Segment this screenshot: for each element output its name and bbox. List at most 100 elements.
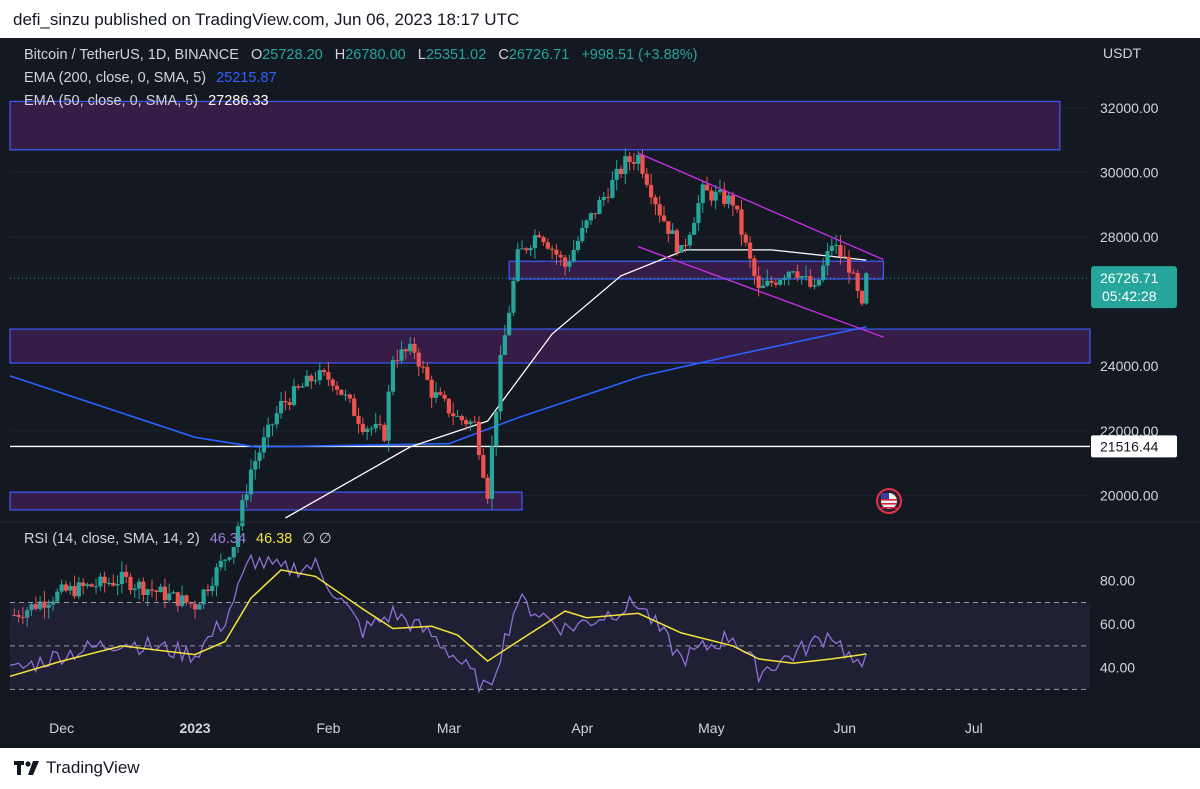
candle-body bbox=[420, 366, 426, 368]
candle-body bbox=[618, 168, 624, 174]
candle-body bbox=[72, 586, 77, 597]
candle-body bbox=[89, 584, 94, 587]
candle-body bbox=[347, 394, 353, 399]
candle-body bbox=[864, 273, 869, 304]
rsi-ma-line bbox=[9, 569, 867, 678]
chart-canvas[interactable]: USDT 32000.00 30000.00 28000.00 24000.00 2200… bbox=[0, 38, 1200, 748]
price-tick-label: 20000.00 bbox=[1100, 487, 1159, 503]
candle-body bbox=[218, 560, 223, 568]
candle-body bbox=[283, 400, 288, 403]
candle-body bbox=[468, 421, 473, 425]
candle-body bbox=[696, 203, 701, 223]
candle-body bbox=[713, 191, 718, 201]
candle-body bbox=[601, 196, 606, 201]
candle-body bbox=[326, 372, 331, 380]
candle-body bbox=[20, 616, 26, 618]
candle-body bbox=[373, 423, 378, 429]
candle-body bbox=[614, 168, 619, 180]
candles bbox=[12, 148, 869, 627]
symbol-legend: Bitcoin / TetherUS, 1D, BINANCE O25728.2… bbox=[24, 47, 697, 63]
time-tick-label: Jul bbox=[965, 720, 983, 736]
candle-body bbox=[119, 571, 124, 584]
top-bar: defi_sinzu published on TradingView.com,… bbox=[0, 0, 1200, 38]
candle-body bbox=[554, 249, 559, 255]
publish-info: defi_sinzu published on TradingView.com,… bbox=[13, 10, 520, 29]
candle-body bbox=[343, 394, 348, 396]
candle-body bbox=[42, 601, 47, 608]
candle-body bbox=[588, 213, 593, 221]
price-tick-label: 22000.00 bbox=[1100, 423, 1159, 439]
rsi-tick-label: 40.00 bbox=[1100, 660, 1135, 676]
level-badge bbox=[1091, 435, 1177, 458]
candle-body bbox=[666, 221, 671, 234]
candle-body bbox=[141, 581, 146, 595]
candle-body bbox=[377, 423, 383, 425]
low-label: L bbox=[417, 47, 426, 63]
candle-body bbox=[81, 582, 86, 587]
tradingview-logo-icon bbox=[14, 761, 39, 775]
candle-body bbox=[68, 586, 73, 591]
ema200-value: 25215.87 bbox=[216, 70, 277, 86]
candle-body bbox=[352, 398, 357, 416]
candle-body bbox=[356, 415, 361, 424]
candle-body bbox=[597, 200, 602, 214]
candle-body bbox=[700, 184, 705, 204]
candle-body bbox=[463, 420, 469, 425]
candle-body bbox=[644, 173, 649, 185]
time-axis: Dec 2023 Feb Mar Apr May Jun Jul bbox=[49, 720, 983, 736]
candle-body bbox=[46, 604, 51, 608]
high-value: 26780.00 bbox=[345, 47, 406, 63]
candle-body bbox=[476, 421, 482, 456]
candle-body bbox=[567, 261, 572, 267]
tradingview-logo[interactable]: TradingView bbox=[14, 758, 140, 778]
rsi-ma-value: 46.38 bbox=[256, 531, 293, 547]
candle-body bbox=[227, 557, 232, 560]
candle-body bbox=[201, 589, 206, 605]
candle-body bbox=[33, 604, 38, 609]
time-tick-label: Apr bbox=[571, 720, 593, 736]
candle-body bbox=[683, 245, 688, 247]
level-label: 21516.44 bbox=[1100, 438, 1159, 454]
ema200-label: EMA (200, close, 0, SMA, 5) bbox=[24, 70, 207, 86]
candle-body bbox=[197, 604, 202, 610]
candle-body bbox=[816, 280, 822, 286]
candle-body bbox=[704, 184, 710, 191]
candle-body bbox=[571, 249, 576, 262]
candle-body bbox=[799, 276, 804, 278]
last-price-label: 26726.71 bbox=[1100, 270, 1159, 286]
high-label: H bbox=[334, 47, 346, 63]
price-tick-label: 24000.00 bbox=[1100, 358, 1159, 374]
candle-body bbox=[782, 277, 787, 280]
candle-body bbox=[205, 589, 211, 592]
candle-body bbox=[451, 413, 456, 417]
candle-body bbox=[76, 582, 81, 597]
candle-body bbox=[584, 220, 589, 228]
chart-frame bbox=[0, 38, 1200, 748]
rsi-value: 46.34 bbox=[209, 531, 247, 547]
candle-body bbox=[360, 423, 365, 432]
candle-body bbox=[558, 254, 563, 258]
candle-body bbox=[438, 392, 443, 395]
candle-body bbox=[369, 428, 374, 430]
grid bbox=[10, 107, 1090, 496]
time-tick-label: 2023 bbox=[179, 720, 210, 736]
price-axis: USDT 32000.00 30000.00 28000.00 24000.00 2200… bbox=[1091, 45, 1177, 676]
candle-body bbox=[214, 567, 219, 586]
ema50-label: EMA (50, close, 0, SMA, 5) bbox=[24, 93, 199, 109]
candle-body bbox=[98, 576, 103, 587]
time-tick-label: Mar bbox=[437, 720, 461, 736]
price-tick-label: 28000.00 bbox=[1100, 229, 1159, 245]
candle-body bbox=[12, 614, 17, 616]
candle-body bbox=[386, 391, 391, 441]
candle-body bbox=[747, 242, 753, 259]
candle-body bbox=[317, 370, 322, 381]
candle-body bbox=[562, 257, 568, 267]
candle-body bbox=[593, 213, 598, 215]
candle-body bbox=[433, 392, 439, 398]
candle-body bbox=[240, 500, 245, 527]
candle-body bbox=[519, 248, 525, 250]
ema200-legend: EMA (200, close, 0, SMA, 5) 25215.87 bbox=[24, 70, 277, 86]
candle-body bbox=[106, 582, 112, 584]
change-value: +998.51 (+3.88%) bbox=[581, 47, 698, 63]
candle-body bbox=[661, 215, 667, 222]
